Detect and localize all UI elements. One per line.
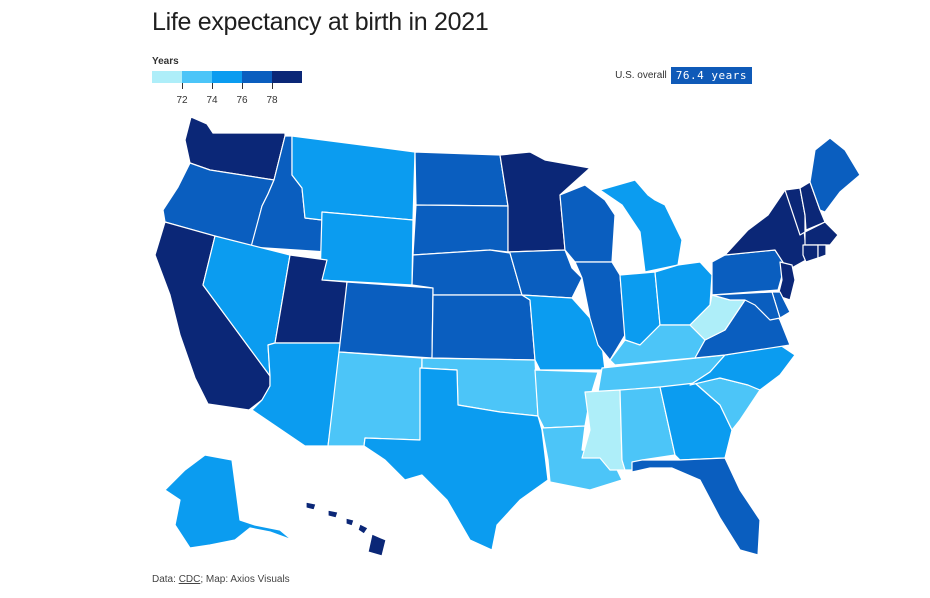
map-title: Life expectancy at birth in 2021 (152, 8, 489, 36)
state-alaska[interactable] (164, 454, 293, 549)
state-new-jersey[interactable] (777, 261, 796, 301)
state-pennsylvania[interactable] (711, 249, 786, 296)
legend-label: Years (152, 56, 179, 67)
legend-color-bar (152, 71, 302, 83)
state-south-dakota[interactable] (412, 204, 509, 256)
state-kansas[interactable] (431, 294, 536, 361)
state-north-dakota[interactable] (414, 151, 509, 207)
state-montana[interactable] (291, 135, 416, 221)
state-texas[interactable] (363, 367, 549, 551)
legend-swatch (242, 71, 272, 83)
state-wyoming[interactable] (319, 211, 414, 286)
source-note: Data: CDC; Map: Axios Visuals (152, 574, 290, 585)
source-suffix: ; Map: Axios Visuals (200, 574, 290, 585)
legend-tick (242, 83, 243, 89)
state-wisconsin[interactable] (559, 184, 616, 263)
legend-tick (272, 83, 273, 89)
legend-swatch (212, 71, 242, 83)
state-hawaii[interactable] (305, 501, 387, 557)
legend-tick-label: 78 (266, 95, 278, 106)
state-maryland[interactable] (711, 291, 781, 321)
legend-tick-label: 72 (176, 95, 188, 106)
state-arizona[interactable] (251, 342, 343, 447)
state-iowa[interactable] (507, 249, 583, 299)
states-layer (154, 116, 861, 557)
state-connecticut[interactable] (802, 244, 819, 263)
state-colorado[interactable] (338, 281, 434, 359)
legend-swatch (152, 71, 182, 83)
legend-ticks: 72 74 76 78 (152, 83, 304, 106)
legend-tick-label: 74 (206, 95, 218, 106)
legend-swatch (182, 71, 212, 83)
source-prefix: Data: (152, 574, 179, 585)
state-michigan[interactable] (599, 179, 683, 273)
state-mississippi[interactable] (581, 389, 626, 471)
state-florida[interactable] (631, 457, 761, 556)
source-link[interactable]: CDC (178, 574, 201, 585)
legend-tick-label: 76 (236, 95, 248, 106)
legend-swatch (272, 71, 302, 83)
us-overall-value: 76.4 years (670, 67, 752, 84)
legend-tick (182, 83, 183, 89)
state-rhode-island[interactable] (817, 244, 827, 259)
legend-tick (212, 83, 213, 89)
state-maine[interactable] (809, 137, 861, 213)
us-overall-label: U.S. overall (615, 70, 667, 81)
us-overall-callout: U.S. overall 76.4 years (615, 67, 752, 84)
state-new-mexico[interactable] (327, 351, 423, 447)
state-north-carolina[interactable] (689, 344, 796, 391)
